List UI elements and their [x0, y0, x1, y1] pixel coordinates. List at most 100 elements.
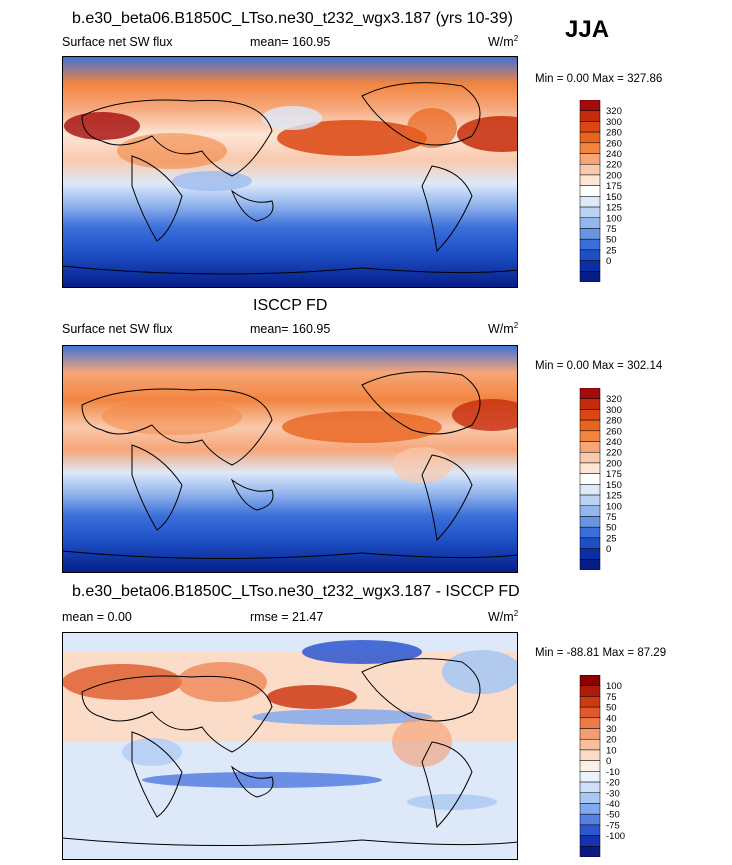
colorbar-swatch [579, 559, 601, 570]
panel1-mean: mean= 160.95 [250, 35, 331, 49]
colorbar-swatch [579, 717, 601, 729]
colorbar-tick-label: 0 [606, 756, 611, 767]
colorbar-tick-label: 40 [606, 713, 617, 724]
panel1-minmax: Min = 0.00 Max = 327.86 [535, 73, 663, 85]
colorbar-swatch [579, 548, 601, 560]
colorbar-tick-label: 0 [606, 256, 611, 267]
colorbar-tick-label: 200 [606, 170, 622, 181]
colorbar-swatch [579, 792, 601, 804]
colorbar-swatch [579, 419, 601, 432]
colorbar-tick-label: 125 [606, 203, 622, 214]
panel1-variable: Surface net SW flux [62, 35, 173, 49]
colorbar-tick-label: 75 [606, 224, 617, 235]
colorbar-swatch [579, 249, 601, 261]
panel3-map [62, 632, 518, 860]
colorbar-swatch [579, 185, 601, 197]
colorbar-tick-label: 280 [606, 128, 622, 139]
colorbar-tick-label: 100 [606, 681, 622, 692]
colorbar-swatch [579, 121, 601, 133]
colorbar-tick-label: 75 [606, 512, 617, 523]
colorbar-swatch [579, 516, 601, 528]
colorbar-swatch [579, 771, 601, 783]
colorbar-swatch [579, 696, 601, 708]
colorbar-tick-label: -10 [606, 767, 620, 778]
colorbar-swatch [579, 846, 601, 857]
colorbar-tick-label: 220 [606, 448, 622, 459]
colorbar-tick-label: 50 [606, 235, 617, 246]
colorbar-tick-label: 300 [606, 117, 622, 128]
colorbar-swatch [579, 813, 601, 826]
colorbar-swatch [579, 142, 601, 154]
colorbar-tick-label: 320 [606, 106, 622, 117]
colorbar-swatch [579, 174, 601, 186]
colorbar-tick-label: 125 [606, 491, 622, 502]
colorbar-swatch [579, 388, 601, 399]
colorbar-swatch [579, 781, 601, 794]
colorbar-tick-label: 175 [606, 181, 622, 192]
colorbar-tick-label: 25 [606, 245, 617, 256]
colorbar-tick-label: 50 [606, 523, 617, 534]
colorbar-swatch [579, 228, 601, 240]
colorbar-tick-label: 100 [606, 213, 622, 224]
colorbar-swatch [579, 398, 601, 410]
colorbar-swatch [579, 824, 601, 836]
panel3-title: b.e30_beta06.B1850C_LTso.ne30_t232_wgx3.… [72, 583, 520, 600]
panel1-title: b.e30_beta06.B1850C_LTso.ne30_t232_wgx3.… [72, 10, 513, 27]
panel3-units: W/m2 [488, 609, 519, 625]
colorbar-tick-label: 0 [606, 544, 611, 555]
colorbar-swatch [579, 451, 601, 464]
colorbar-swatch [579, 484, 601, 496]
colorbar-swatch [579, 217, 601, 229]
colorbar-tick-label: 320 [606, 394, 622, 405]
colorbar-swatch [579, 206, 601, 219]
colorbar-swatch [579, 473, 601, 485]
colorbar-swatch [579, 749, 601, 761]
colorbar-swatch [579, 163, 601, 176]
panel2-units: W/m2 [488, 321, 519, 337]
colorbar-tick-label: 260 [606, 426, 622, 437]
panel3-rmse: rmse = 21.47 [250, 610, 324, 624]
colorbar-swatch [579, 196, 601, 208]
panel2-map [62, 345, 518, 573]
colorbar-tick-label: 220 [606, 160, 622, 171]
colorbar-tick-label: 50 [606, 703, 617, 714]
colorbar-swatch [579, 728, 601, 740]
colorbar-swatch [579, 271, 601, 282]
colorbar-tick-label: -40 [606, 799, 620, 810]
panel2-variable: Surface net SW flux [62, 322, 173, 336]
colorbar-swatch [579, 100, 601, 111]
colorbar-tick-label: 25 [606, 533, 617, 544]
colorbar-tick-label: 240 [606, 437, 622, 448]
colorbar-tick-label: 100 [606, 501, 622, 512]
panel2-title: ISCCP FD [253, 297, 328, 314]
panel1-map [62, 56, 518, 288]
colorbar-tick-label: -30 [606, 788, 620, 799]
colorbar-tick-label: 75 [606, 692, 617, 703]
colorbar-swatch [579, 537, 601, 549]
colorbar-swatch [579, 675, 601, 686]
colorbar-swatch [579, 706, 601, 719]
colorbar-swatch [579, 738, 601, 751]
colorbar-swatch [579, 760, 601, 772]
colorbar-swatch [579, 238, 601, 251]
colorbar-swatch [579, 803, 601, 815]
colorbar-swatch [579, 430, 601, 442]
colorbar-swatch [579, 153, 601, 165]
colorbar-swatch [579, 685, 601, 697]
colorbar-swatch [579, 131, 601, 144]
colorbar-tick-label: -100 [606, 831, 625, 842]
panel1-units: W/m2 [488, 34, 519, 50]
colorbar-swatch [579, 441, 601, 453]
colorbar-swatch [579, 260, 601, 272]
panel2-mean: mean= 160.95 [250, 322, 331, 336]
colorbar-tick-label: 150 [606, 480, 622, 491]
panel3-mean: mean = 0.00 [62, 610, 132, 624]
colorbar-tick-label: 260 [606, 138, 622, 149]
colorbar-swatch [579, 409, 601, 421]
colorbar-swatch [579, 494, 601, 507]
colorbar-tick-label: 20 [606, 735, 617, 746]
colorbar-tick-label: 240 [606, 149, 622, 160]
